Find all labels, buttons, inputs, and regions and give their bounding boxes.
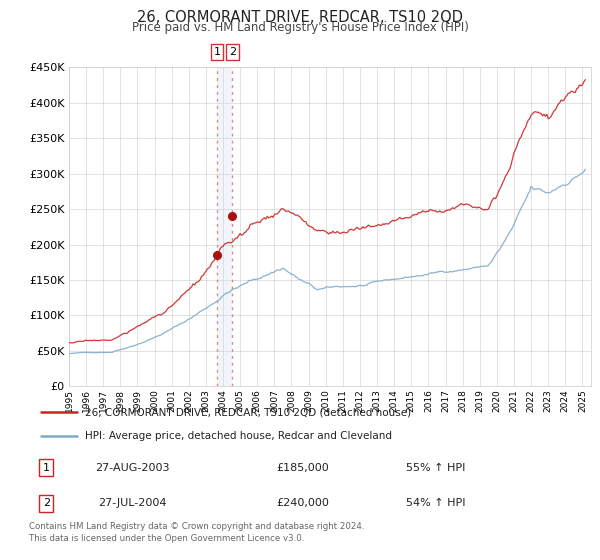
Text: 27-JUL-2004: 27-JUL-2004 <box>98 498 166 508</box>
Text: 1: 1 <box>43 463 50 473</box>
Text: 27-AUG-2003: 27-AUG-2003 <box>95 463 169 473</box>
Text: 26, CORMORANT DRIVE, REDCAR, TS10 2QD (detached house): 26, CORMORANT DRIVE, REDCAR, TS10 2QD (d… <box>85 408 411 418</box>
Text: 2: 2 <box>43 498 50 508</box>
Bar <box>217 67 232 386</box>
Text: £185,000: £185,000 <box>277 463 329 473</box>
Text: 55% ↑ HPI: 55% ↑ HPI <box>406 463 465 473</box>
Text: 26, CORMORANT DRIVE, REDCAR, TS10 2QD: 26, CORMORANT DRIVE, REDCAR, TS10 2QD <box>137 10 463 25</box>
Text: 54% ↑ HPI: 54% ↑ HPI <box>406 498 465 508</box>
Text: £240,000: £240,000 <box>277 498 329 508</box>
Text: 1: 1 <box>214 47 221 57</box>
Text: HPI: Average price, detached house, Redcar and Cleveland: HPI: Average price, detached house, Redc… <box>85 431 392 441</box>
Text: Contains HM Land Registry data © Crown copyright and database right 2024.
This d: Contains HM Land Registry data © Crown c… <box>29 522 364 543</box>
Text: Price paid vs. HM Land Registry's House Price Index (HPI): Price paid vs. HM Land Registry's House … <box>131 21 469 34</box>
Text: 2: 2 <box>229 47 236 57</box>
